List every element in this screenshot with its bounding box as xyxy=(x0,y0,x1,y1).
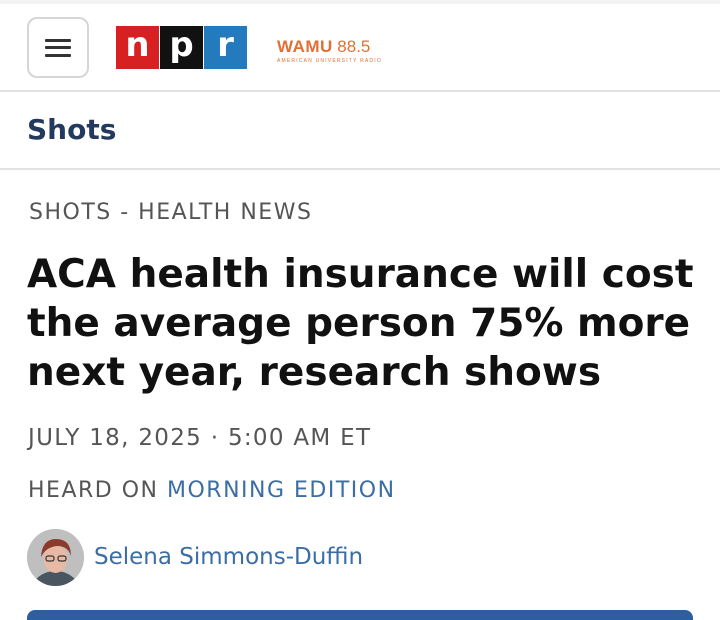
article-time: 5:00 AM ET xyxy=(227,425,372,451)
station-frequency: 88.5 xyxy=(337,37,371,56)
section-bar: Shots xyxy=(0,93,720,170)
station-name: WAMU xyxy=(277,37,333,56)
menu-button[interactable] xyxy=(27,17,89,78)
article-date: JULY 18, 2025 xyxy=(28,425,203,451)
bottom-bar[interactable] xyxy=(27,610,693,620)
top-strip xyxy=(0,0,720,4)
dateline-separator: · xyxy=(210,425,220,451)
npr-logo-p: p xyxy=(160,26,203,69)
heard-on: HEARD ON MORNING EDITION xyxy=(28,478,396,503)
article-headline: ACA health insurance will cost the avera… xyxy=(27,252,694,395)
station-logo[interactable]: WAMU 88.5 AMERICAN UNIVERSITY RADIO xyxy=(277,37,382,64)
author-name-link[interactable]: Selena Simmons-Duffin xyxy=(94,544,364,570)
station-tagline: AMERICAN UNIVERSITY RADIO xyxy=(277,58,382,64)
author-avatar[interactable] xyxy=(27,528,84,586)
npr-logo[interactable]: n p r xyxy=(116,26,248,69)
article-kicker[interactable]: SHOTS - HEALTH NEWS xyxy=(29,200,313,225)
heard-on-show-link[interactable]: MORNING EDITION xyxy=(167,478,396,503)
article-dateline: JULY 18, 2025 · 5:00 AM ET xyxy=(28,425,371,451)
hamburger-menu-icon xyxy=(45,38,71,57)
byline: Selena Simmons-Duffin xyxy=(27,528,363,586)
section-title[interactable]: Shots xyxy=(27,113,117,146)
npr-logo-n: n xyxy=(116,26,159,69)
site-header: n p r WAMU 88.5 AMERICAN UNIVERSITY RADI… xyxy=(0,4,720,92)
heard-on-prefix: HEARD ON xyxy=(28,478,159,503)
npr-logo-r: r xyxy=(204,26,247,69)
